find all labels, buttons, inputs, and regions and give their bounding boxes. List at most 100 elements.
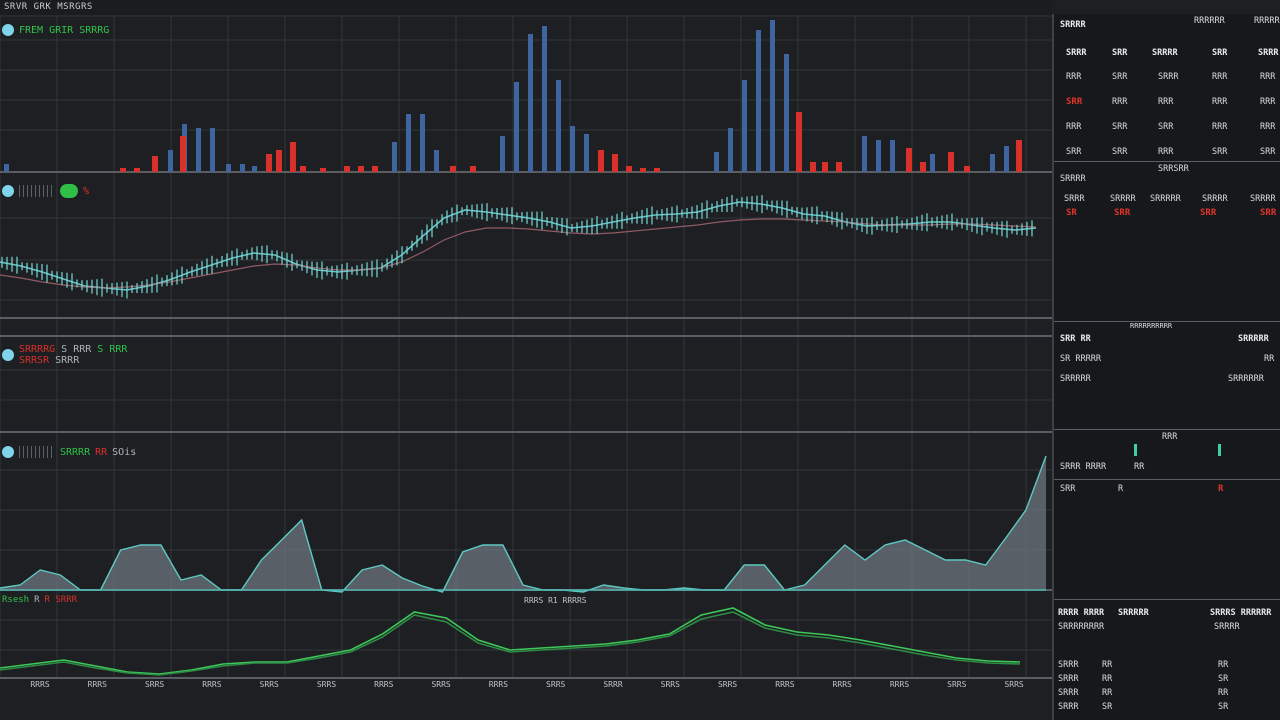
volume-bar <box>810 162 816 172</box>
x-axis-label: SRRS <box>316 680 337 689</box>
ticks-icon <box>19 185 55 197</box>
x-axis-label: SRRS <box>144 680 165 689</box>
side-header-right: RRRRRR <box>1194 16 1225 26</box>
side-table-row[interactable]: RRR SRR SRRR RRR RRR <box>1066 72 1276 82</box>
series-dot-icon <box>2 446 14 458</box>
x-axis-label: RRRS <box>775 680 795 689</box>
volume-bar <box>714 152 719 172</box>
volume-bar <box>168 150 173 172</box>
volume-bar <box>542 26 547 172</box>
volume-bar <box>784 54 789 172</box>
volume-bar <box>964 166 970 172</box>
volume-bar <box>4 164 9 172</box>
volume-bar <box>252 166 257 172</box>
volume-bar <box>890 140 895 172</box>
volume-bar <box>152 156 158 172</box>
volume-bar <box>406 114 411 172</box>
oscillator-line <box>0 607 1021 675</box>
side-panel: SRRRR RRRRRR RRRRRR SRRR SRR SRRRR SRR S… <box>1052 14 1280 720</box>
volume-bar <box>266 154 272 172</box>
volume-bar <box>626 166 632 172</box>
volume-bar <box>948 152 954 172</box>
side-table-row[interactable]: SRR RRR RRR RRR RRR <box>1066 97 1276 107</box>
green-pill-icon <box>60 184 78 198</box>
volume-bar <box>990 154 995 172</box>
x-axis-labels: RRRS RRRS SRRS RRRS SRRS SRRS RRRS SRRS RRRS SRRS… <box>0 678 1052 692</box>
volume-bar <box>450 166 456 172</box>
volume-bar <box>570 126 575 172</box>
indicator1-legend[interactable]: SRRRRG S RRR S RRR SRRSR SRRR <box>2 344 127 366</box>
oscillator-lines <box>0 607 1021 676</box>
slider-handle[interactable] <box>1218 444 1221 456</box>
volume-bar <box>654 168 660 172</box>
volume-bar <box>134 168 140 172</box>
x-axis-label: RRRS <box>202 680 222 689</box>
side-notes-section: SRR R R <box>1054 480 1280 600</box>
area-fill <box>0 456 1046 592</box>
x-axis-label: SRRS <box>431 680 451 689</box>
volume-bar <box>640 168 646 172</box>
price-series-line <box>0 218 1037 289</box>
x-axis-label: SRRS <box>717 680 738 689</box>
oscillator-caption: RRRS R1 RRRRS <box>524 596 587 605</box>
volume-bar <box>584 134 589 172</box>
volume-bar <box>756 30 761 172</box>
volume-bar <box>906 148 912 172</box>
indicator-area-chart <box>0 455 1047 593</box>
volume-bar <box>836 162 842 172</box>
x-axis-label: SRRS <box>546 680 566 689</box>
volume-bar <box>344 166 350 172</box>
side-header-right: RRRRRR <box>1254 16 1280 26</box>
volume-bars <box>4 20 1022 172</box>
volume-bar <box>300 166 306 172</box>
volume-bar <box>320 168 326 172</box>
price-lines <box>0 201 1037 291</box>
volume-bar <box>290 142 296 172</box>
slider-handle[interactable] <box>1134 444 1137 456</box>
side-bottom-row[interactable]: SRRR SR SR <box>1058 702 1229 712</box>
side-bottom-row[interactable]: SRRR RR RR <box>1058 660 1229 670</box>
app-title: SRVR GRK MSRGRS <box>4 2 93 12</box>
x-axis-label: RRRS <box>889 680 910 689</box>
volume-bar <box>876 140 881 172</box>
volume-bar <box>240 164 245 172</box>
series-dot-icon <box>2 349 14 361</box>
price-series-line <box>0 201 1037 291</box>
x-axis-label: SRRR <box>603 680 623 689</box>
x-axis-label: SRRS <box>1004 680 1024 689</box>
side-detail-section: RRRRRRRRRR SRR RR SRRRRR SR RRRRR RR SRR… <box>1054 322 1280 430</box>
volume-bar <box>392 142 397 172</box>
volume-legend-text: FREM GRIR SRRRG <box>19 24 110 36</box>
price-candles <box>1 195 1033 299</box>
x-axis-label: RRRS <box>832 680 852 689</box>
side-table-section: SRRRR RRRRRR RRRRRR SRRR SRR SRRRR SRR S… <box>1054 14 1280 162</box>
volume-bar <box>276 150 282 172</box>
x-axis-label: SRRS <box>660 680 680 689</box>
side-summary-section: SRRRR SRRSRR SRRR SRRRR SRRRRR SRRRR SRR… <box>1054 162 1280 322</box>
volume-bar <box>358 166 364 172</box>
volume-bar <box>180 136 186 172</box>
volume-bar <box>920 162 926 172</box>
side-table-row[interactable]: SRR SRR RRR SRR SRR <box>1066 147 1276 157</box>
series-dot-icon <box>2 24 14 36</box>
side-bottom-row[interactable]: SRRR RR SR <box>1058 674 1229 684</box>
oscillator-line <box>0 611 1021 676</box>
volume-legend[interactable]: FREM GRIR SRRRG <box>2 24 109 36</box>
x-axis-label: RRRS <box>374 680 394 689</box>
volume-bar <box>930 154 935 172</box>
x-axis-label: RRRS <box>87 680 107 689</box>
side-header-left: SRRRR <box>1060 20 1086 30</box>
price-legend[interactable]: % <box>2 184 89 198</box>
side-bottom-row[interactable]: SRRR RR RR <box>1058 688 1229 698</box>
oscillator-legend[interactable]: Rsesh R R SRRR <box>2 595 78 605</box>
volume-bar <box>862 136 867 172</box>
volume-bar <box>470 166 476 172</box>
indicator2-legend[interactable]: SRRRR RR SOis <box>2 446 136 458</box>
ticks-icon <box>19 446 55 458</box>
side-filter-section: RRR SRRR RRRR RR <box>1054 430 1280 480</box>
volume-bar <box>226 164 231 172</box>
volume-bar <box>728 128 733 172</box>
side-table-row[interactable]: RRR SRR SRR RRR RRR <box>1066 122 1276 132</box>
x-axis-label: SRRS <box>259 680 279 689</box>
x-axis-label: SRRS <box>947 680 967 689</box>
